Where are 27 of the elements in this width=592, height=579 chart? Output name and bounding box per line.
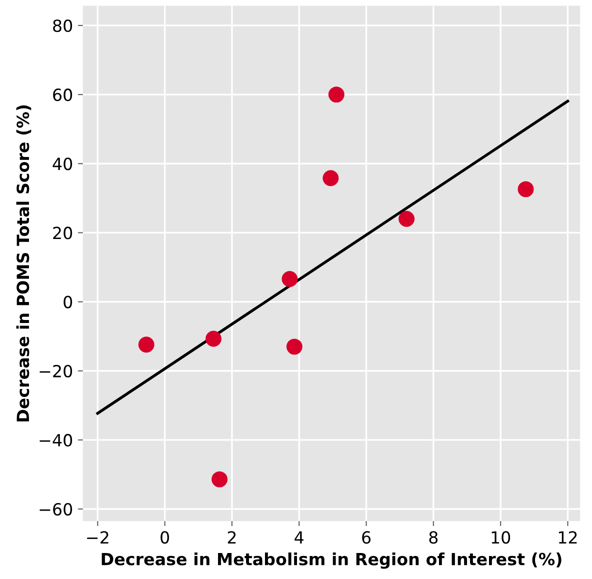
point	[282, 271, 298, 287]
x-tick-label: 0	[160, 531, 170, 544]
y-tick-label: −60	[40, 502, 72, 516]
point	[322, 170, 339, 186]
y-tick-label: 80	[53, 19, 72, 32]
x-axis-title: Decrease in Metabolism in Region of Interest (%)	[102, 552, 562, 569]
x-tick-label: 8	[429, 531, 438, 544]
x-tick-label: 2	[228, 531, 236, 544]
y-tick-label: 20	[53, 226, 72, 240]
y-tick-label: 60	[53, 88, 72, 102]
point	[328, 86, 344, 103]
point	[398, 210, 415, 227]
y-tick-label: 0	[64, 296, 72, 308]
y-tick-label: 40	[52, 158, 72, 170]
y-tick-label: −40	[40, 434, 72, 447]
x-tick-label: 12	[558, 531, 577, 544]
point	[138, 336, 154, 353]
point	[212, 471, 228, 488]
x-tick-label: 4	[294, 531, 304, 544]
y-tick-label: −20	[40, 364, 72, 378]
x-tick-label: 6	[362, 531, 371, 544]
y-axis-title: Decrease in POMS Total Score (%)	[16, 105, 32, 422]
point	[206, 330, 222, 347]
point	[518, 181, 534, 198]
x-tick-label: 10	[492, 531, 510, 544]
x-tick-label: −2	[87, 531, 108, 544]
point	[286, 338, 302, 355]
